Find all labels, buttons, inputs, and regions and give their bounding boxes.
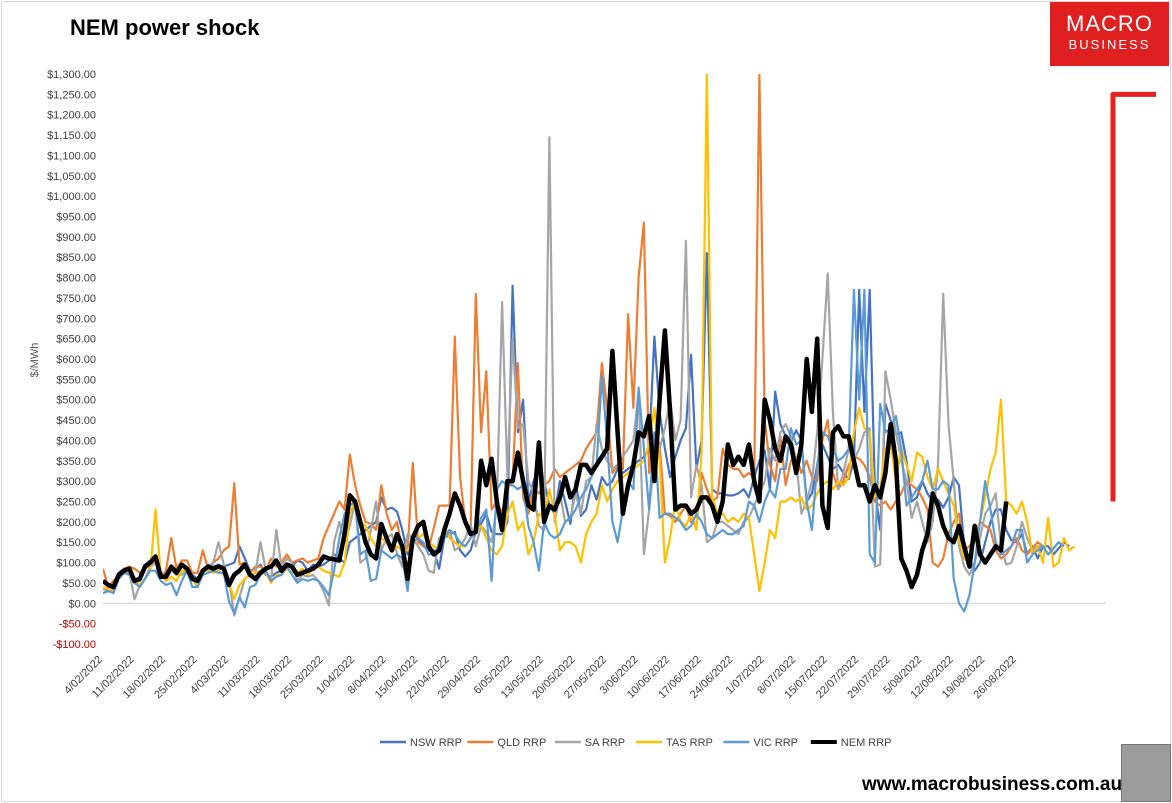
y-tick-label: $900.00 — [56, 232, 96, 244]
legend-item[interactable]: QLD RRP — [467, 737, 546, 749]
y-axis-label: $/MWh — [29, 343, 41, 378]
y-tick-label: $0.00 — [68, 598, 96, 610]
y-tick-label: $700.00 — [56, 313, 96, 325]
y-tick-label: $600.00 — [56, 354, 96, 366]
y-tick-label: $400.00 — [56, 435, 96, 447]
legend-label: VIC RRP — [753, 737, 798, 749]
y-tick-label: $1,200.00 — [47, 110, 96, 122]
y-tick-label: $50.00 — [62, 578, 96, 590]
series-group — [103, 74, 1076, 617]
legend-label: NSW RRP — [410, 737, 462, 749]
y-tick-label: -$50.00 — [59, 619, 96, 631]
projection-group — [1110, 91, 1156, 502]
legend-item[interactable]: NEM RRP — [810, 737, 892, 749]
y-tick-label: $350.00 — [56, 456, 96, 468]
brand-line1: MACRO — [1066, 11, 1153, 36]
legend-item[interactable]: VIC RRP — [723, 737, 798, 749]
y-tick-label: $750.00 — [56, 293, 96, 305]
projection-line — [1110, 91, 1156, 502]
brand-logo[interactable]: MACRO BUSINESS — [1050, 2, 1169, 66]
y-tick-label: -$100.00 — [53, 639, 96, 651]
legend-label: QLD RRP — [497, 737, 546, 749]
y-tick-label: $950.00 — [56, 212, 96, 224]
website-url[interactable]: www.macrobusiness.com.au — [862, 774, 1123, 795]
legend-item[interactable]: TAS RRP — [636, 737, 713, 749]
y-tick-label: $450.00 — [56, 415, 96, 427]
y-axis: $1,300.00 $1,250.00 $1,200.00 $1,150.00 $1,1… — [47, 69, 96, 651]
y-tick-label: $1,100.00 — [47, 150, 96, 162]
series-line-nem-rrp — [103, 328, 1009, 590]
legend-item[interactable]: NSW RRP — [380, 737, 462, 749]
legend: NSW RRP QLD RRP SA RRP TAS RRP VIC RRP NEM RR… — [380, 737, 892, 749]
legend-label: TAS RRP — [666, 737, 713, 749]
y-tick-label: $200.00 — [56, 517, 96, 529]
y-tick-label: $150.00 — [56, 537, 96, 549]
y-tick-label: $1,300.00 — [47, 69, 96, 81]
y-tick-label: $800.00 — [56, 273, 96, 285]
legend-item[interactable]: SA RRP — [554, 737, 625, 749]
y-tick-label: $550.00 — [56, 374, 96, 386]
fox-logo-icon — [1121, 744, 1171, 802]
x-axis: 4/02/202211/02/202218/02/202225/02/20224… — [62, 602, 1106, 701]
y-tick-label: $1,000.00 — [47, 191, 96, 203]
y-tick-label: $1,150.00 — [47, 130, 96, 142]
y-tick-label: $100.00 — [56, 558, 96, 570]
y-tick-label: $650.00 — [56, 334, 96, 346]
legend-label: SA RRP — [585, 737, 625, 749]
y-tick-label: $850.00 — [56, 252, 96, 264]
y-tick-label: $1,250.00 — [47, 89, 96, 101]
y-tick-label: $250.00 — [56, 497, 96, 509]
y-tick-label: $500.00 — [56, 395, 96, 407]
chart-title: NEM power shock — [70, 15, 260, 40]
legend-label: NEM RRP — [841, 737, 892, 749]
series-line-qld-rrp — [103, 74, 1044, 589]
y-tick-label: $300.00 — [56, 476, 96, 488]
brand-line2: BUSINESS — [1068, 37, 1151, 52]
y-tick-label: $1,050.00 — [47, 171, 96, 183]
